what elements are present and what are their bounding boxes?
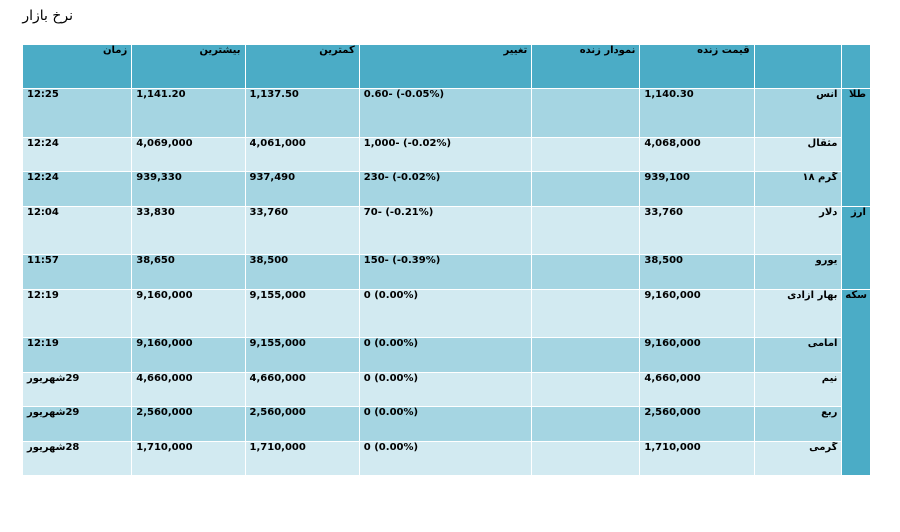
item-live-chart — [531, 371, 641, 408]
item-high: 9,160,000 — [131, 337, 246, 373]
table-row: امامی 9,160,000 0 (0.00%) 9,155,000 9,16… — [21, 337, 871, 373]
table-body: طلا انس 1,140.30 0.60- (-0.05%) 1,137.50… — [21, 88, 871, 477]
item-name: امامی — [753, 337, 843, 373]
item-live-chart — [531, 88, 641, 138]
item-time: 12:25 — [21, 88, 133, 138]
item-low: 9,155,000 — [244, 288, 360, 339]
group-label-gold: طلا — [841, 88, 871, 207]
item-time: 28شهریور — [21, 440, 133, 476]
item-low: 33,760 — [244, 205, 360, 256]
item-live-price: 4,068,000 — [639, 136, 755, 173]
item-high: 4,660,000 — [131, 371, 246, 408]
table-row: طلا انس 1,140.30 0.60- (-0.05%) 1,137.50… — [21, 88, 871, 207]
table-row: نیم 4,660,000 0 (0.00%) 4,660,000 4,660,… — [21, 371, 871, 408]
item-change: 0 (0.00%) — [358, 406, 533, 442]
item-low: 4,061,000 — [244, 136, 360, 173]
item-name: گرمی — [753, 440, 843, 476]
item-live-chart — [531, 136, 641, 173]
table-row: مثقال 4,068,000 1,000- (-0.02%) 4,061,00… — [21, 136, 871, 173]
group-label-currency: ارز — [841, 205, 871, 290]
item-name: نیم — [753, 371, 843, 408]
market-rates-table: قیمت زنده نمودار زنده تغییر کمترین بیشتر… — [21, 44, 871, 477]
item-live-price: 939,100 — [639, 171, 755, 207]
table-row: گرمی 1,710,000 0 (0.00%) 1,710,000 1,710… — [21, 440, 871, 476]
item-low: 38,500 — [244, 254, 360, 290]
item-live-chart — [531, 254, 641, 290]
item-name: گرم ۱۸ — [753, 171, 843, 207]
item-time: 12:04 — [21, 205, 133, 256]
table-row: گرم ۱۸ 939,100 230- (-0.02%) 937,490 939… — [21, 171, 871, 207]
table-row: سکه بهار آزادی 9,160,000 0 (0.00%) 9,155… — [21, 288, 871, 477]
item-low: 4,660,000 — [244, 371, 360, 408]
page-title: نرخ بازار — [22, 8, 73, 24]
item-high: 38,650 — [131, 254, 246, 290]
item-live-price: 1,710,000 — [639, 440, 755, 476]
item-low: 937,490 — [244, 171, 360, 207]
item-change: 0.60- (-0.05%) — [358, 88, 533, 138]
table-row: ربع 2,560,000 0 (0.00%) 2,560,000 2,560,… — [21, 406, 871, 442]
item-time: 12:24 — [21, 171, 133, 207]
item-time: 11:57 — [21, 254, 133, 290]
item-high: 33,830 — [131, 205, 246, 256]
item-change: 70- (-0.21%) — [358, 205, 533, 256]
item-live-price: 33,760 — [639, 205, 755, 256]
item-name: یورو — [753, 254, 843, 290]
item-live-chart — [531, 337, 641, 373]
item-time: 29شهریور — [21, 371, 133, 408]
header-low: کمترین — [244, 44, 360, 89]
item-low: 1,137.50 — [244, 88, 360, 138]
item-live-price: 4,660,000 — [639, 371, 755, 408]
item-time: 12:19 — [21, 288, 133, 339]
item-low: 9,155,000 — [244, 337, 360, 373]
header-live-price: قیمت زنده — [639, 44, 755, 89]
item-low: 1,710,000 — [244, 440, 360, 476]
header-time: زمان — [21, 44, 133, 89]
item-change: 150- (-0.39%) — [358, 254, 533, 290]
item-high: 939,330 — [131, 171, 246, 207]
item-live-chart — [531, 171, 641, 207]
item-high: 9,160,000 — [131, 288, 246, 339]
item-live-price: 2,560,000 — [639, 406, 755, 442]
header-live-chart: نمودار زنده — [531, 44, 641, 89]
item-live-price: 38,500 — [639, 254, 755, 290]
item-change: 0 (0.00%) — [358, 371, 533, 408]
header-group — [841, 44, 871, 89]
item-name: ربع — [753, 406, 843, 442]
item-change: 0 (0.00%) — [358, 440, 533, 476]
item-live-price: 9,160,000 — [639, 337, 755, 373]
item-change: 0 (0.00%) — [358, 288, 533, 339]
item-name: بهار آزادی — [753, 288, 843, 339]
item-name: مثقال — [753, 136, 843, 173]
header-high: بیشترین — [131, 44, 246, 89]
group-label-coin: سکه — [841, 288, 871, 477]
item-live-chart — [531, 288, 641, 339]
item-high: 4,069,000 — [131, 136, 246, 173]
table-header-row: قیمت زنده نمودار زنده تغییر کمترین بیشتر… — [21, 44, 871, 89]
item-live-price: 1,140.30 — [639, 88, 755, 138]
item-live-chart — [531, 440, 641, 476]
table-row: ارز دلار 33,760 70- (-0.21%) 33,760 33,8… — [21, 205, 871, 290]
item-name: دلار — [753, 205, 843, 256]
item-time: 29شهریور — [21, 406, 133, 442]
item-live-chart — [531, 406, 641, 442]
item-high: 2,560,000 — [131, 406, 246, 442]
item-high: 1,141.20 — [131, 88, 246, 138]
item-change: 230- (-0.02%) — [358, 171, 533, 207]
item-low: 2,560,000 — [244, 406, 360, 442]
header-name — [753, 44, 843, 89]
item-change: 1,000- (-0.02%) — [358, 136, 533, 173]
header-change: تغییر — [358, 44, 533, 89]
item-time: 12:19 — [21, 337, 133, 373]
item-change: 0 (0.00%) — [358, 337, 533, 373]
table-row: یورو 38,500 150- (-0.39%) 38,500 38,650 … — [21, 254, 871, 290]
item-live-price: 9,160,000 — [639, 288, 755, 339]
item-name: انس — [753, 88, 843, 138]
item-time: 12:24 — [21, 136, 133, 173]
item-live-chart — [531, 205, 641, 256]
item-high: 1,710,000 — [131, 440, 246, 476]
